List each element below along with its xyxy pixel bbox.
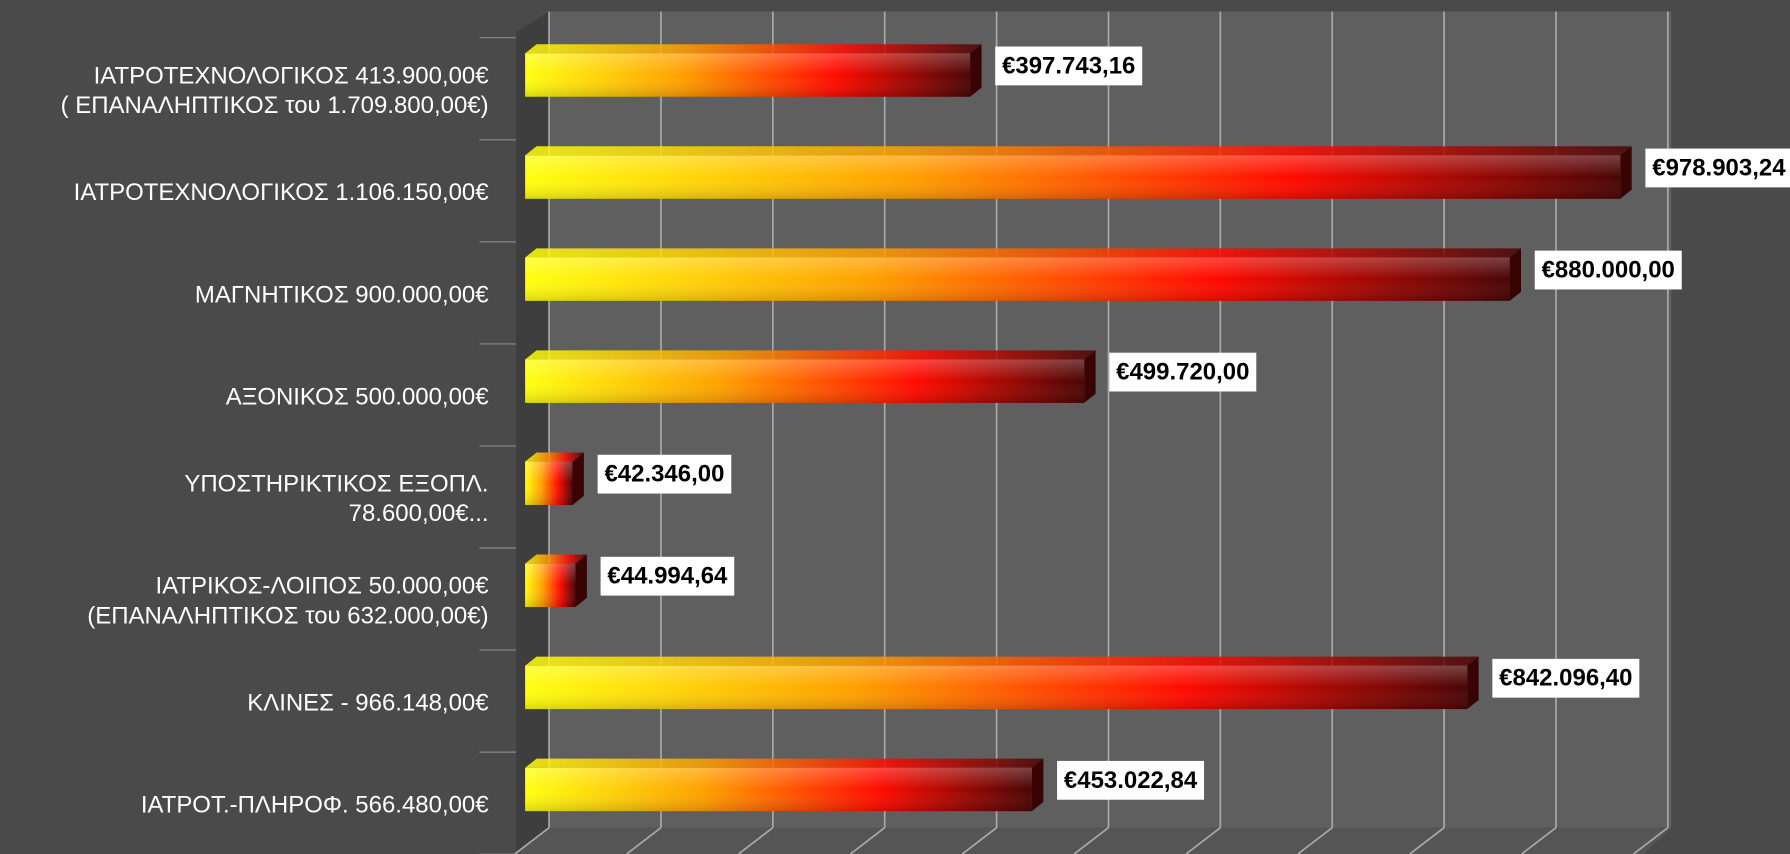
value-label-box	[1645, 148, 1790, 188]
value-label: €44.994,64	[607, 563, 728, 590]
category-label: ΙΑΤΡΟΤΕΧΝΟΛΟΓΙΚΟΣ 413.900,00€( ΕΠΑΝΑΛΗΠΤ…	[61, 63, 489, 120]
bar	[525, 248, 1522, 301]
value-label: €499.720,00	[1116, 359, 1249, 386]
category-label: ΚΛΙΝΕΣ - 966.148,00€	[247, 690, 488, 717]
value-label: €978.903,24	[1652, 154, 1786, 181]
floor-grid-line	[849, 827, 886, 854]
floor-grid-line	[1409, 827, 1445, 854]
bar-end	[572, 452, 584, 505]
bar-top	[525, 44, 982, 54]
value-label: €842.096,40	[1499, 665, 1632, 692]
value-label: €397.743,16	[1002, 52, 1135, 79]
bar-end	[1031, 758, 1044, 812]
value-label: €42.346,00	[604, 461, 724, 488]
bar-top	[525, 554, 587, 564]
bar-top	[525, 758, 1044, 768]
bar-end	[970, 44, 982, 97]
bar	[525, 44, 982, 97]
bar-top	[525, 350, 1096, 360]
bar-shade	[525, 563, 576, 608]
bar-shade	[525, 257, 1510, 301]
bar-shade	[525, 359, 1085, 403]
bar-end	[1467, 656, 1479, 710]
bar-shade	[525, 767, 1032, 812]
floor-grid-line	[1521, 827, 1557, 854]
floor-grid-line	[514, 827, 550, 854]
floor-grid-line	[961, 827, 998, 854]
category-label: ΑΞΟΝΙΚΟΣ 500.000,00€	[226, 384, 489, 411]
floor-grid-line	[1073, 827, 1109, 854]
value-label-box	[1109, 352, 1257, 392]
category-label: ΙΑΤΡΙΚΟΣ-ΛΟΙΠΟΣ 50.000,00€ (ΕΠΑΝΑΛΗΠΤΙΚΟΣ…	[87, 573, 488, 630]
value-label-box	[995, 46, 1143, 86]
value-label-box	[1534, 250, 1682, 290]
bar-end	[1509, 248, 1522, 301]
floor-grid-line	[626, 827, 662, 854]
bar	[525, 758, 1044, 812]
floor-grid-line	[1633, 827, 1669, 854]
bar	[525, 350, 1096, 403]
bar-shade	[525, 461, 573, 505]
bar-shade	[525, 155, 1621, 199]
value-label-box	[597, 454, 732, 494]
floor-grid-line	[738, 827, 774, 854]
bar	[525, 146, 1632, 199]
bar	[525, 656, 1479, 710]
value-label-box	[1057, 760, 1205, 800]
bar-top	[525, 248, 1522, 258]
floor	[515, 827, 1672, 854]
category-label: ΥΠΟΣΤΗΡΙΚΤΙΚΟΣ ΕΞΟΠΛ. 78.600,00€...	[184, 471, 488, 528]
bar-end	[575, 554, 587, 608]
category-label: ΜΑΓΝΗΤΙΚΟΣ 900.000,00€	[195, 282, 489, 309]
bar-end	[1620, 146, 1632, 199]
category-label: ΙΑΤΡΟΤΕΧΝΟΛΟΓΙΚΟΣ 1.106.150,00€	[74, 180, 489, 207]
bar-top	[525, 452, 584, 462]
bar-top	[525, 656, 1479, 666]
bar-shade	[525, 53, 971, 97]
value-label-box	[600, 556, 735, 596]
value-label: €453.022,84	[1064, 767, 1198, 794]
value-label-box	[1492, 658, 1640, 698]
bar	[525, 452, 584, 505]
bar	[525, 554, 587, 608]
bar-shade	[525, 665, 1468, 710]
back-wall	[549, 11, 1672, 828]
bar-end	[1084, 350, 1096, 403]
side-wall	[515, 11, 550, 854]
category-label: ΙΑΤΡΟΤ.-ΠΛΗΡΟΦ. 566.480,00€	[141, 792, 489, 819]
value-label: €880.000,00	[1542, 257, 1675, 284]
bar-top	[525, 146, 1632, 156]
floor-grid-line	[1185, 827, 1221, 854]
floor-grid-line	[1297, 827, 1333, 854]
